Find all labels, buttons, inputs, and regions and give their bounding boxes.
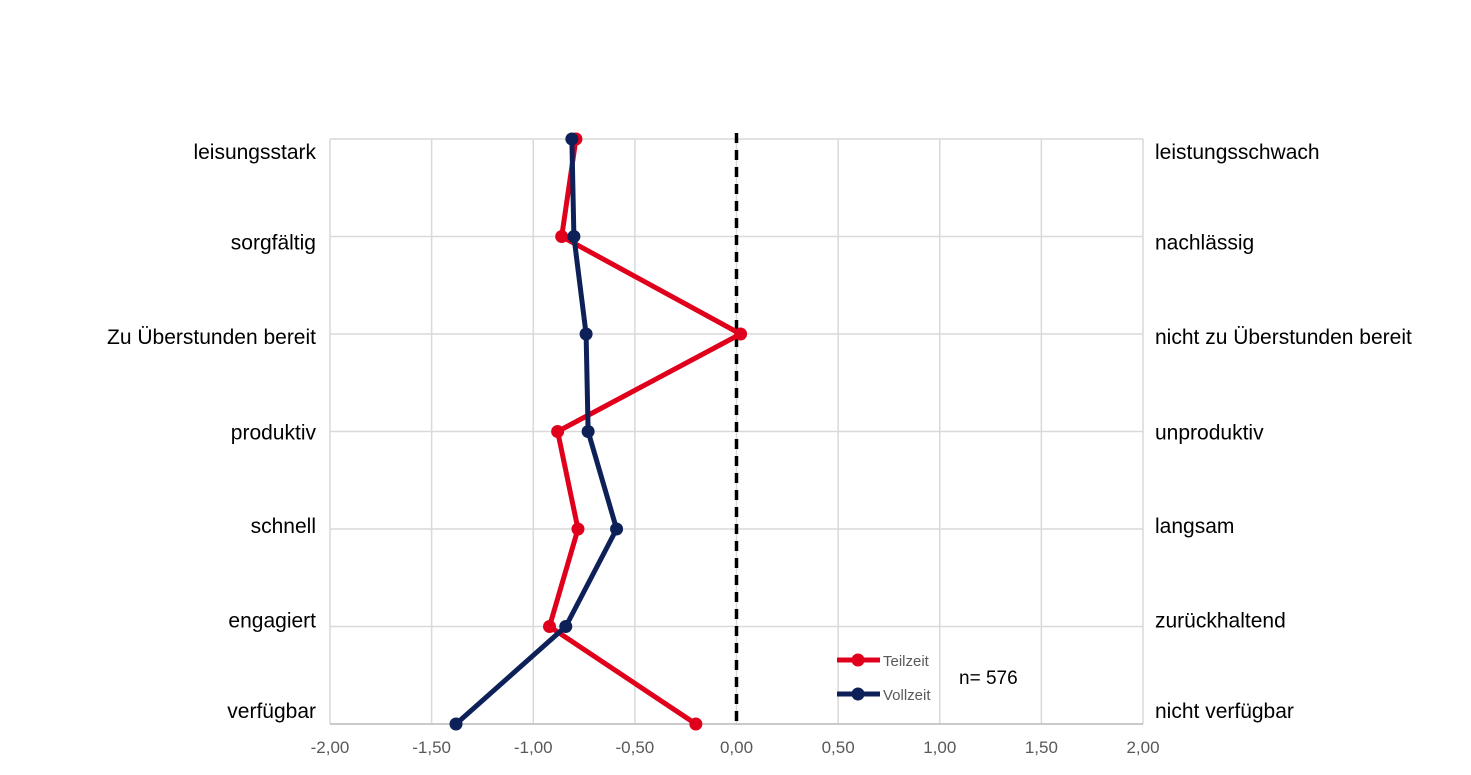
labels-group: -2,00 -1,50 -1,00 -0,50 0,00 0,50 1,00 1,50 2,00… [107,141,1412,757]
data-point-vollzeit [581,425,595,438]
right-category-label: nicht zu Überstunden bereit [1155,326,1412,349]
right-category-label: unproduktiv [1155,422,1264,445]
x-tick-label: -0,50 [616,738,655,757]
sample-size-note: n= 576 [959,668,1018,689]
data-point-vollzeit [610,522,624,536]
data-point-vollzeit [579,327,593,341]
x-tick-label: -1,50 [412,738,451,757]
series-group [449,132,748,731]
x-tick-label: 1,00 [923,738,956,757]
legend-swatch-marker [851,653,865,667]
left-category-label: leisungsstark [193,141,316,164]
x-tick-label: 1,50 [1025,738,1058,757]
x-tick-label: 2,00 [1126,738,1159,757]
legend-swatch-marker [851,687,865,701]
legend: Teilzeit Vollzeit n= 576 [837,653,1018,704]
right-category-label: nachlässig [1155,232,1254,255]
data-point-teilzeit [543,620,557,633]
x-tick-label: 0,50 [822,738,855,757]
legend-label: Vollzeit [883,687,931,704]
left-category-label: verfügbar [227,700,316,723]
x-tick-label: -1,00 [514,738,553,757]
data-point-teilzeit [734,327,748,341]
left-category-label: engagiert [228,610,316,633]
data-point-vollzeit [567,230,581,243]
left-category-label: Zu Überstunden bereit [107,326,316,349]
data-point-vollzeit [449,717,463,731]
data-point-vollzeit [559,620,573,633]
right-category-label: zurückhaltend [1155,610,1286,633]
x-tick-label: -2,00 [311,738,350,757]
data-point-teilzeit [571,522,585,536]
data-point-teilzeit [689,717,703,731]
left-category-label: sorgfältig [231,232,316,255]
right-category-label: leistungsschwach [1155,141,1320,164]
right-category-label: langsam [1155,515,1234,538]
data-point-teilzeit [551,425,565,438]
axes [329,139,1143,725]
x-tick-label: 0,00 [720,738,753,757]
right-category-label: nicht verfügbar [1155,700,1294,723]
left-category-label: schnell [251,515,316,538]
legend-label: Teilzeit [883,653,930,670]
data-point-teilzeit [555,230,569,243]
data-point-vollzeit [565,132,579,146]
left-category-label: produktiv [231,422,317,445]
